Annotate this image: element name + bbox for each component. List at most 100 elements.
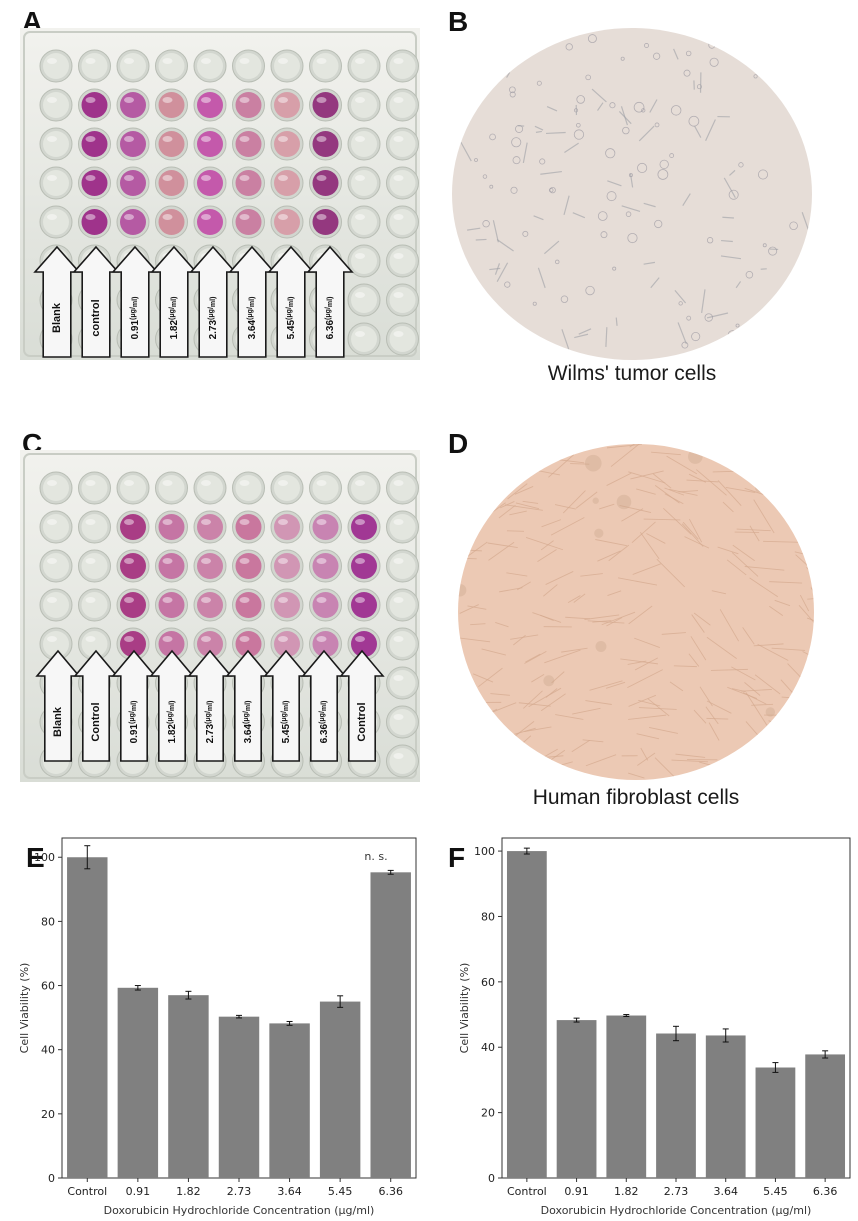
fibroblast — [554, 761, 573, 768]
plate-well — [78, 49, 111, 83]
fibroblast — [524, 757, 551, 760]
plate-well — [386, 510, 419, 544]
cell-process — [496, 262, 509, 283]
cell — [678, 301, 683, 306]
fibroblast — [557, 459, 585, 464]
panel-letter-e: E — [26, 842, 45, 873]
dose-arrow-label: 1.82(μg/ml) — [150, 245, 198, 358]
plate-well — [309, 205, 342, 239]
fibroblast — [584, 614, 620, 620]
plate-well — [347, 244, 381, 278]
plate-well — [309, 127, 342, 161]
y-tick-label: 40 — [481, 1041, 495, 1054]
plate-well — [232, 205, 265, 239]
fibroblast — [597, 550, 621, 562]
cell — [659, 159, 669, 170]
fibroblast — [628, 605, 653, 625]
cell-cluster — [616, 494, 632, 510]
bar — [606, 1015, 647, 1178]
arrow-label: 6.36(μg/ml) — [325, 297, 336, 340]
fibroblast — [570, 463, 590, 465]
fibroblast — [634, 637, 660, 648]
cell — [654, 122, 660, 128]
cell — [706, 237, 714, 244]
cell-process — [649, 99, 658, 113]
fibroblast — [630, 470, 664, 480]
plate-well — [232, 166, 265, 200]
cell — [480, 39, 489, 49]
plate-well — [193, 205, 227, 239]
cell-cluster — [502, 444, 516, 453]
x-tick-label: 5.45 — [328, 1185, 353, 1198]
fibroblast — [754, 674, 781, 695]
fibroblast — [525, 653, 541, 663]
cell-process — [533, 215, 544, 221]
fibroblast — [773, 459, 789, 473]
plate-well — [193, 549, 227, 583]
y-axis-label: Cell Viability (%) — [18, 963, 31, 1054]
fibroblast — [731, 688, 746, 693]
dose-arrow-label: 0.91(μg/ml) — [111, 245, 159, 358]
cell — [482, 174, 488, 179]
fibroblast — [469, 518, 483, 524]
cell — [532, 301, 537, 306]
fibroblast — [516, 581, 531, 591]
cell — [669, 153, 675, 158]
fibroblast — [628, 471, 666, 484]
cell — [745, 270, 754, 279]
fibroblast — [799, 678, 814, 682]
fibroblast — [610, 444, 640, 467]
fibroblast — [648, 727, 678, 734]
plate-well — [39, 627, 73, 661]
plate-well — [386, 283, 419, 317]
cell — [481, 67, 491, 77]
cell — [585, 74, 591, 81]
plate-well — [347, 510, 381, 544]
fibroblast — [760, 742, 784, 769]
fibroblast — [504, 504, 543, 511]
plate-well — [309, 49, 342, 83]
fibroblast — [500, 501, 515, 509]
fibroblast — [690, 636, 707, 661]
plate-well — [386, 627, 419, 661]
plate-well — [116, 127, 150, 161]
fibroblast — [740, 449, 758, 468]
plate-well — [347, 627, 381, 661]
y-axis-label: Cell Viability (%) — [458, 963, 471, 1054]
fibroblast — [506, 572, 528, 577]
plate-well — [309, 588, 342, 622]
plate-well — [116, 627, 150, 661]
cell — [549, 186, 556, 194]
fibroblast — [663, 507, 692, 535]
bar — [319, 1001, 361, 1178]
fibroblast — [763, 540, 801, 543]
x-tick-label: 1.82 — [614, 1185, 639, 1198]
fibroblast — [722, 501, 734, 513]
fibroblast — [688, 653, 700, 667]
plate-well — [309, 510, 342, 544]
fibroblast — [561, 647, 588, 653]
plate-well — [270, 588, 304, 622]
cell — [585, 285, 595, 296]
fibroblast — [565, 616, 590, 620]
fibroblast — [647, 698, 670, 717]
fibroblast — [551, 749, 566, 760]
plate-well — [193, 471, 227, 505]
fibroblast — [652, 473, 672, 489]
fibroblast — [771, 486, 791, 489]
plate-well — [347, 166, 381, 200]
plate-well — [116, 471, 150, 505]
cell — [670, 105, 682, 116]
cell-process — [605, 327, 608, 347]
fibroblast — [671, 759, 709, 763]
fibroblast — [804, 503, 814, 505]
fibroblast — [800, 478, 814, 487]
cell — [477, 318, 482, 323]
cell-process — [469, 339, 484, 346]
plate-well — [270, 627, 304, 661]
fibroblast — [780, 510, 800, 540]
fibroblast — [518, 702, 551, 707]
fibroblast — [545, 571, 574, 585]
cell-process — [540, 170, 562, 175]
cell — [625, 211, 632, 217]
